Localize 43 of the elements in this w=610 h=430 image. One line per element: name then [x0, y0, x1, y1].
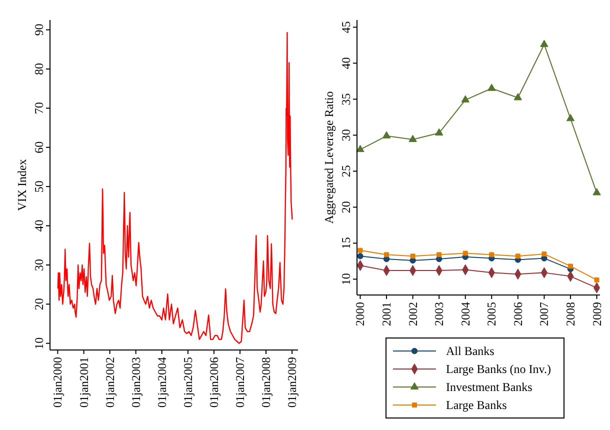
legend-label: All Banks [446, 344, 495, 358]
x-tick-label: 2005 [484, 302, 499, 326]
x-tick-label: 01jan2001 [76, 357, 91, 408]
y-tick-label: 80 [32, 62, 46, 75]
x-tick-label: 2007 [537, 302, 552, 326]
y-tick-label: 70 [32, 102, 46, 114]
y-tick-label: 40 [32, 220, 46, 232]
x-tick-label: 01jan2005 [180, 357, 195, 408]
y-tick-label: 50 [32, 180, 46, 193]
y-tick-label: 10 [32, 337, 46, 350]
x-tick-label: 2008 [563, 302, 578, 326]
x-tick-label: 01jan2009 [285, 357, 300, 408]
x-tick-label: 01jan2007 [232, 357, 247, 408]
y-tick-label: 10 [339, 273, 353, 286]
x-tick-label: 01jan2000 [50, 357, 65, 408]
x-tick-label: 2006 [510, 302, 525, 326]
y-tick-label: 15 [339, 237, 353, 250]
y-tick-label: 35 [339, 93, 353, 106]
y-tick-label: 90 [32, 24, 46, 36]
y-tick-label: 60 [32, 141, 46, 154]
legend-label: Large Banks (no Inv.) [446, 362, 551, 376]
x-tick-label: 2004 [458, 302, 472, 326]
legend-label: Large Banks [446, 398, 508, 412]
y-axis-title: VIX Index [15, 159, 29, 211]
y-tick-label: 30 [339, 129, 353, 142]
x-tick-label: 2002 [406, 302, 420, 326]
x-tick-label: 2009 [590, 302, 604, 326]
y-tick-label: 30 [32, 258, 46, 271]
x-tick-label: 01jan2008 [258, 357, 273, 408]
y-tick-label: 25 [339, 165, 353, 178]
x-tick-label: 01jan2004 [154, 357, 169, 408]
y-axis-title: Aggregated Leverage Ratio [322, 91, 336, 224]
x-tick-label: 2003 [432, 302, 446, 326]
x-tick-label: 01jan2006 [206, 357, 221, 408]
y-tick-label: 40 [339, 57, 353, 70]
x-tick-label: 01jan2002 [102, 357, 117, 408]
x-tick-label: 2001 [380, 302, 394, 326]
legend-label: Investment Banks [446, 380, 533, 394]
y-tick-label: 20 [339, 201, 353, 214]
y-tick-label: 20 [32, 298, 46, 310]
x-tick-label: 01jan2003 [128, 357, 143, 408]
y-tick-label: 45 [339, 21, 353, 34]
x-tick-label: 2000 [353, 302, 368, 326]
